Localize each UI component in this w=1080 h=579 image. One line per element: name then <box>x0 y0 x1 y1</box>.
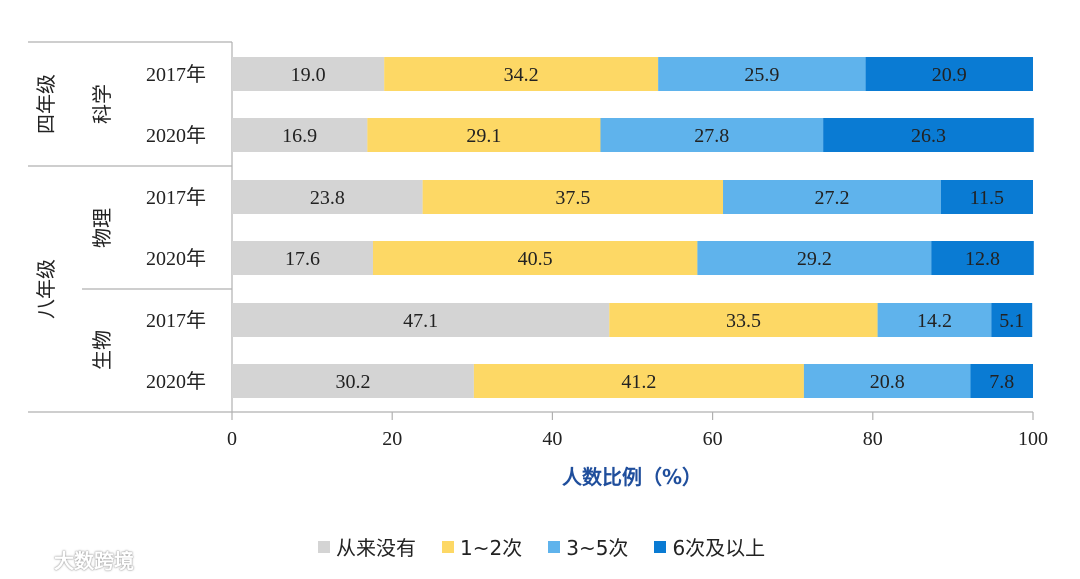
legend-label: 1~2次 <box>460 536 523 560</box>
x-tick-label: 40 <box>542 428 562 450</box>
bar-value-label: 17.6 <box>285 248 320 270</box>
bar-segment <box>931 241 1034 275</box>
bar-value-label: 30.2 <box>335 371 370 393</box>
bar-value-label: 47.1 <box>403 310 438 332</box>
legend-label: 从来没有 <box>336 536 416 560</box>
bar-value-label: 34.2 <box>504 64 539 86</box>
bar-segment <box>232 57 385 91</box>
year-label: 2017年 <box>146 309 206 332</box>
bar-segment <box>697 241 932 275</box>
legend-item: 6次及以上 <box>654 532 765 561</box>
bar-segment <box>367 118 601 152</box>
bar-segment <box>384 57 659 91</box>
bar-segment <box>803 364 971 398</box>
bar-segment <box>723 180 941 214</box>
bar-value-label: 23.8 <box>310 187 345 209</box>
year-label: 2017年 <box>146 186 206 209</box>
bar-value-label: 16.9 <box>282 125 317 147</box>
bar-value-label: 5.1 <box>999 310 1024 332</box>
bar-value-label: 25.9 <box>744 64 779 86</box>
year-label: 2017年 <box>146 63 206 86</box>
bar-segment <box>865 57 1033 91</box>
bar-value-label: 37.5 <box>555 187 590 209</box>
bar-value-label: 20.8 <box>870 371 905 393</box>
subject-label: 物理 <box>90 208 114 248</box>
bar-segment <box>609 303 878 337</box>
year-label: 2020年 <box>146 124 206 147</box>
bar-value-label: 20.9 <box>932 64 967 86</box>
grade-label: 八年级 <box>34 259 58 319</box>
bar-value-label: 26.3 <box>911 125 946 147</box>
bar-value-label: 29.1 <box>466 125 501 147</box>
stacked-bar-chart: 0 20 40 60 80 100 19.0 34.2 25.9 20.9 2017年 16.9 29.… <box>28 41 1048 489</box>
legend-label: 3~5次 <box>566 536 629 560</box>
bar-segment <box>940 180 1033 214</box>
x-tick-label: 80 <box>863 428 883 450</box>
watermark-logo-icon <box>8 550 50 569</box>
year-label: 2020年 <box>146 247 206 270</box>
bar-segment <box>658 57 866 91</box>
grade-label: 四年级 <box>34 74 58 134</box>
subject-label: 科学 <box>90 84 114 124</box>
bar-segment <box>823 118 1034 152</box>
x-tick-label: 20 <box>382 428 402 450</box>
legend-swatch-2 <box>548 540 561 553</box>
x-tick-label: 60 <box>703 428 723 450</box>
legend-swatch-0 <box>318 540 330 553</box>
bar-segment <box>991 303 1033 337</box>
bar-value-label: 11.5 <box>970 187 1004 209</box>
x-axis-title: 人数比例（%） <box>562 465 702 489</box>
bar-value-label: 19.0 <box>291 64 326 86</box>
bar-value-label: 41.2 <box>621 371 656 393</box>
bar-segment <box>600 118 824 152</box>
bar-segment <box>422 180 724 214</box>
bar-segment <box>232 180 423 214</box>
bar-segment <box>473 364 804 398</box>
bar-value-label: 27.8 <box>694 125 729 147</box>
bar-value-label: 7.8 <box>989 371 1014 393</box>
bar-value-label: 27.2 <box>814 187 849 209</box>
legend: 从来没有 1~2次 3~5次 6次及以上 <box>318 532 765 561</box>
legend-item: 从来没有 <box>318 532 416 561</box>
bar-value-label: 40.5 <box>518 248 553 270</box>
bar-value-label: 33.5 <box>726 310 761 332</box>
watermark: 大数跨境 <box>8 545 134 574</box>
bar-segment <box>232 118 368 152</box>
bar-segment <box>970 364 1033 398</box>
watermark-text: 大数跨境 <box>54 549 134 573</box>
x-tick-label: 0 <box>227 428 237 450</box>
legend-label: 6次及以上 <box>672 536 766 560</box>
bar-segment <box>232 303 610 337</box>
x-tick-label: 100 <box>1018 428 1048 450</box>
bar-value-label: 29.2 <box>797 248 832 270</box>
bar-segment <box>232 241 373 275</box>
legend-swatch-3 <box>654 540 667 553</box>
year-label: 2020年 <box>146 370 206 393</box>
legend-item: 3~5次 <box>548 532 628 561</box>
legend-swatch-1 <box>442 540 454 553</box>
bar-value-label: 14.2 <box>917 310 952 332</box>
bar-value-label: 12.8 <box>965 248 1000 270</box>
bar-segment <box>372 241 698 275</box>
subject-label: 生物 <box>90 330 114 370</box>
legend-item: 1~2次 <box>442 532 522 561</box>
bar-segment <box>232 364 474 398</box>
bar-segment <box>877 303 992 337</box>
